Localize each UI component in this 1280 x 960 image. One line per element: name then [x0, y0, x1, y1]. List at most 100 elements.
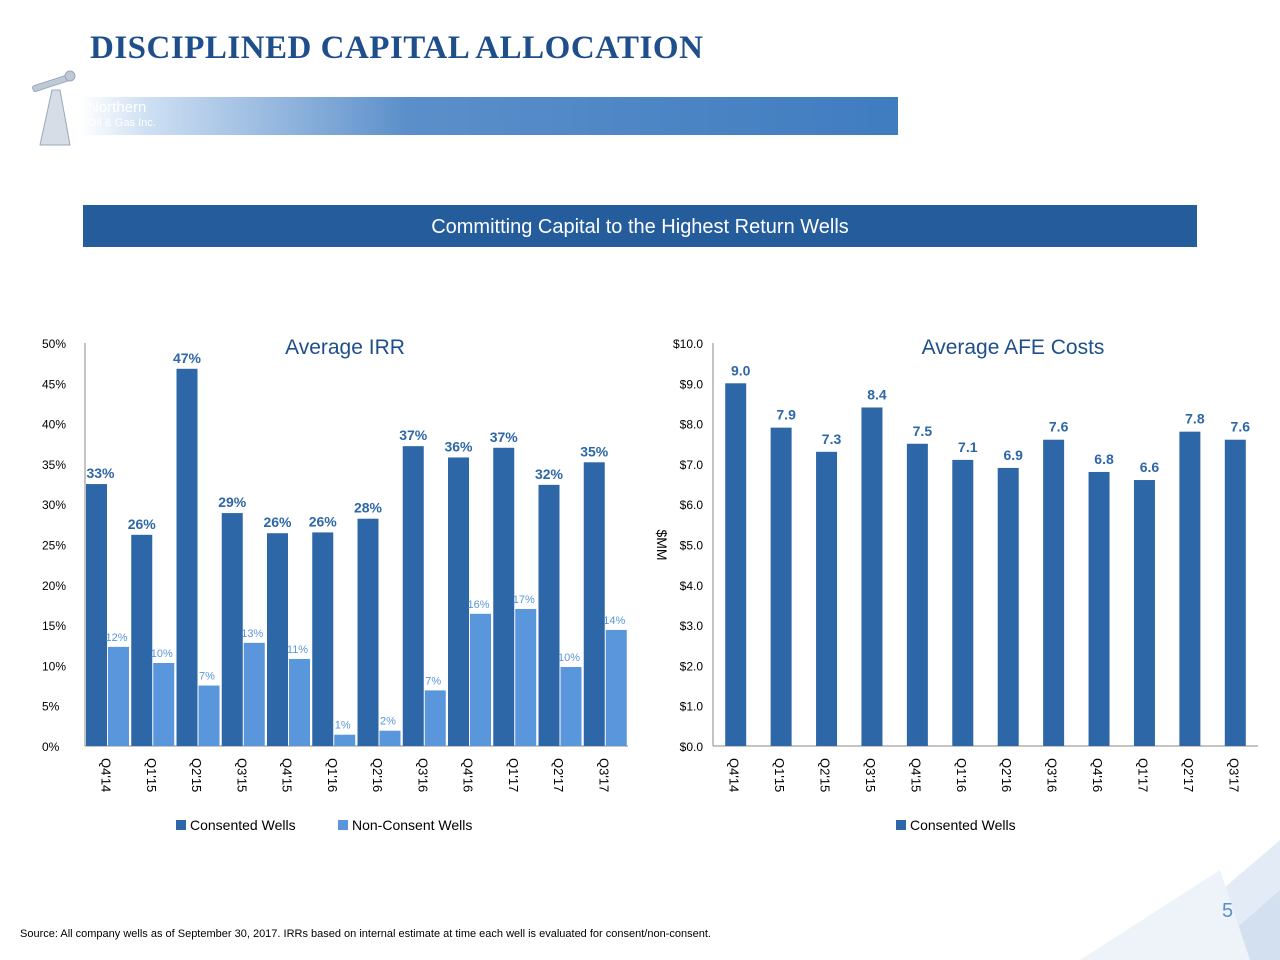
- afe-ytick-label: $0.0: [680, 740, 704, 754]
- irr-label-nonconsent: 11%: [287, 644, 308, 656]
- afe-xtick-label: Q2'15: [818, 758, 833, 792]
- afe-chart-title: Average AFE Costs: [922, 336, 1105, 359]
- afe-ytick-label: $4.0: [680, 579, 704, 593]
- irr-ytick-label: 20%: [42, 579, 66, 593]
- irr-ytick-label: 25%: [42, 539, 66, 553]
- irr-label-nonconsent: 16%: [467, 599, 489, 611]
- irr-bar-consented: [176, 368, 198, 746]
- irr-bar-consented: [131, 534, 153, 746]
- afe-ytick-label: $10.0: [673, 337, 703, 351]
- irr-label-consented: 36%: [444, 438, 473, 454]
- irr-label-nonconsent: 1%: [335, 720, 351, 732]
- afe-label: 6.8: [1094, 451, 1114, 467]
- irr-bar-nonconsent: [243, 642, 265, 746]
- irr-label-consented: 28%: [354, 500, 383, 516]
- irr-ytick-label: 10%: [42, 659, 66, 673]
- irr-bar-consented: [583, 462, 605, 746]
- afe-chart: $0.0 $1.0 $2.0 $3.0 $4.0 $5.0 $6.0 $7.0 $8.0 $9.0…: [673, 337, 1258, 792]
- irr-bar-nonconsent: [424, 690, 446, 746]
- irr-ytick-label: 35%: [42, 458, 66, 472]
- irr-label-consented: 26%: [263, 514, 292, 530]
- irr-bar-consented: [312, 532, 334, 746]
- irr-label-consented: 37%: [399, 427, 428, 443]
- irr-label-nonconsent: 7%: [199, 671, 215, 683]
- irr-label-nonconsent: 10%: [151, 648, 173, 660]
- irr-label-consented: 29%: [218, 494, 247, 510]
- irr-chart-title: Average IRR: [285, 336, 405, 359]
- decorative-corner: [1080, 840, 1280, 960]
- irr-xtick-label: Q3'15: [234, 758, 249, 792]
- irr-label-nonconsent: 14%: [603, 615, 625, 627]
- irr-ytick-label: 50%: [42, 337, 66, 351]
- irr-label-consented: 35%: [580, 443, 609, 459]
- irr-bar-nonconsent: [289, 658, 310, 746]
- afe-xtick-label: Q1'15: [772, 758, 787, 792]
- afe-label: 7.6: [1049, 419, 1069, 435]
- irr-label-consented: 32%: [535, 466, 564, 482]
- legend-swatch-nonconsent: [338, 820, 348, 830]
- irr-label-nonconsent: 7%: [425, 675, 441, 687]
- afe-bar-consented: [770, 427, 792, 746]
- irr-label-nonconsent: 17%: [513, 594, 535, 606]
- irr-ytick-label: 5%: [42, 700, 60, 714]
- section-banner: Committing Capital to the Highest Return…: [83, 205, 1197, 247]
- irr-label-consented: 26%: [128, 516, 157, 532]
- irr-bar-consented: [221, 513, 243, 746]
- afe-label: 7.9: [776, 407, 796, 423]
- company-logo: Northern Oil & Gas Inc.: [32, 70, 156, 146]
- irr-bar-nonconsent: [560, 667, 582, 746]
- afe-bar-consented: [725, 383, 747, 746]
- irr-bar-nonconsent: [198, 685, 220, 746]
- irr-bar-consented: [86, 484, 107, 746]
- irr-chart: 0% 5% 10% 15% 20% 25% 30% 35% 40% 45% 50% 33% 12% Q4'…: [42, 337, 628, 792]
- irr-bar-consented: [538, 484, 560, 746]
- afe-bar-consented: [1179, 431, 1201, 746]
- irr-xtick-label: Q4'14: [99, 758, 114, 792]
- irr-xtick-label: Q2'15: [189, 758, 204, 792]
- afe-label: 9.0: [731, 362, 751, 378]
- afe-ytick-label: $9.0: [680, 377, 704, 391]
- afe-label: 7.1: [958, 439, 978, 455]
- afe-ytick-label: $7.0: [680, 458, 704, 472]
- irr-bar-nonconsent: [470, 613, 491, 746]
- irr-xtick-label: Q3'17: [596, 758, 611, 792]
- afe-ytick-label: $6.0: [680, 498, 704, 512]
- irr-bar-nonconsent: [334, 734, 356, 746]
- irr-xtick-label: Q2'16: [370, 758, 385, 792]
- afe-bar-consented: [997, 467, 1019, 746]
- irr-xtick-label: Q4'16: [461, 758, 476, 792]
- afe-ytick-label: $1.0: [680, 700, 704, 714]
- irr-bar-consented: [493, 447, 515, 746]
- irr-label-nonconsent: 2%: [380, 716, 396, 728]
- afe-label: 7.3: [822, 431, 842, 447]
- legend-label-nonconsent: Non-Consent Wells: [352, 817, 472, 833]
- irr-xtick-label: Q1'15: [144, 758, 159, 792]
- irr-label-nonconsent: 12%: [105, 632, 127, 644]
- legend-label-afe: Consented Wells: [910, 817, 1016, 833]
- afe-ytick-label: $8.0: [680, 418, 704, 432]
- afe-ytick-label: $5.0: [680, 539, 704, 553]
- irr-bar-consented: [267, 533, 288, 746]
- irr-ytick-label: 45%: [42, 377, 66, 391]
- irr-label-nonconsent: 10%: [558, 652, 580, 664]
- irr-xtick-label: Q3'16: [415, 758, 430, 792]
- afe-bar-consented: [1043, 439, 1065, 746]
- irr-ytick-label: 0%: [42, 740, 60, 754]
- irr-bar-consented: [448, 457, 469, 746]
- legends: Consented Wells Non-Consent Wells Consente…: [176, 817, 1016, 833]
- afe-y-axis-label: $MM: [654, 529, 670, 560]
- logo-text-2: Oil & Gas Inc.: [88, 117, 156, 129]
- afe-xtick-label: Q1'16: [954, 758, 969, 792]
- afe-label: 6.9: [1003, 447, 1023, 463]
- irr-xtick-label: Q1'16: [325, 758, 340, 792]
- irr-label-consented: 33%: [86, 465, 115, 481]
- afe-bar-consented: [1088, 471, 1110, 746]
- afe-label: 6.6: [1140, 459, 1160, 475]
- irr-xtick-label: Q2'17: [551, 758, 566, 792]
- afe-bar-consented: [816, 451, 838, 746]
- afe-bar-consented: [906, 443, 928, 746]
- irr-ytick-label: 40%: [42, 418, 66, 432]
- afe-xtick-label: Q2'16: [999, 758, 1014, 792]
- source-note: Source: All company wells as of Septembe…: [20, 928, 711, 940]
- afe-bar-consented: [1133, 480, 1155, 746]
